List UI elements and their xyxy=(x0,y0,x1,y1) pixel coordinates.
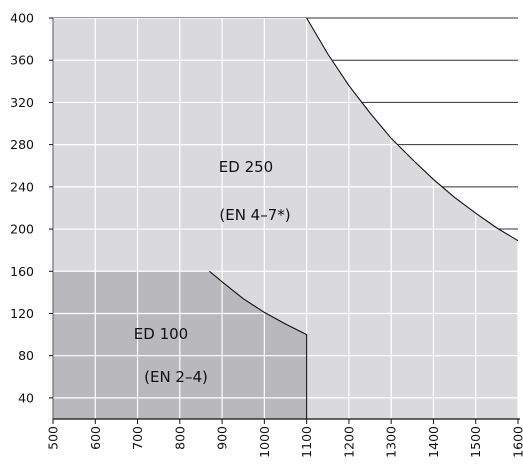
y-tick-label-320: 320 xyxy=(10,95,34,110)
y-tick-label-160: 160 xyxy=(10,264,34,279)
label-ed-100: ED 100 xyxy=(134,325,188,343)
x-tick-label-1300: 1300 xyxy=(384,426,399,458)
y-tick-label-200: 200 xyxy=(10,222,34,237)
y-tick-label-240: 240 xyxy=(10,179,34,194)
label-en-2-4: (EN 2–4) xyxy=(144,368,208,386)
x-tick-label-1600: 1600 xyxy=(511,426,523,458)
region-outline-1 xyxy=(209,270,308,419)
region-outlines xyxy=(209,17,519,419)
x-tick-label-1500: 1500 xyxy=(468,426,483,458)
x-tick-labels: 500 600 700 800 900 1000 1100 1200 1300 1400 1500 1… xyxy=(46,426,523,458)
y-tick-label-400: 400 xyxy=(10,11,34,26)
x-tick-label-700: 700 xyxy=(130,426,145,450)
x-tick-label-1100: 1100 xyxy=(299,426,314,458)
x-tick-label-800: 800 xyxy=(172,426,187,450)
x-tick-label-1000: 1000 xyxy=(257,426,272,458)
y-tick-labels: 40 80 120 160 200 240 280 320 360 400 xyxy=(10,11,34,406)
axes xyxy=(49,17,520,424)
y-tick-label-40: 40 xyxy=(18,390,34,405)
y-tick-label-80: 80 xyxy=(18,348,34,363)
x-tick-label-900: 900 xyxy=(215,426,230,450)
y-tick-label-360: 360 xyxy=(10,53,34,68)
label-en-4-7: (EN 4–7*) xyxy=(219,206,290,224)
label-ed-250: ED 250 xyxy=(219,158,273,176)
region-outline-0 xyxy=(306,17,519,242)
y-tick-label-280: 280 xyxy=(10,137,34,152)
x-tick-label-1400: 1400 xyxy=(426,426,441,458)
y-tick-label-120: 120 xyxy=(10,306,34,321)
x-tick-label-500: 500 xyxy=(46,426,61,450)
x-tick-label-600: 600 xyxy=(88,426,103,450)
x-tick-label-1200: 1200 xyxy=(341,426,356,458)
